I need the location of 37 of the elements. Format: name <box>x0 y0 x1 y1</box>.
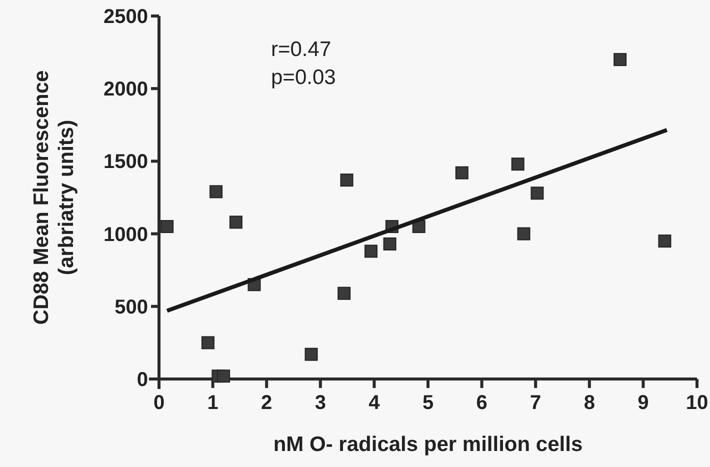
x-tick-label: 6 <box>476 392 488 414</box>
x-tick-label: 1 <box>207 392 218 414</box>
x-tick-label: 0 <box>153 392 165 414</box>
annotation: r=0.47 <box>271 38 332 61</box>
y-tick-label: 2500 <box>104 6 148 28</box>
x-tick-label: 3 <box>314 392 326 414</box>
y-tick-label: 1500 <box>104 151 148 174</box>
annotation: p=0.03 <box>271 66 336 89</box>
point <box>517 227 530 240</box>
point <box>338 286 351 300</box>
point <box>383 237 396 250</box>
point <box>658 234 672 248</box>
y-tick-label: 0 <box>136 369 148 391</box>
point <box>201 336 214 350</box>
point <box>455 166 468 180</box>
x-tick-label: 10 <box>686 392 708 414</box>
x-tick-label: 7 <box>530 392 542 414</box>
point <box>160 220 174 234</box>
point <box>530 186 544 200</box>
x-tick-label: 2 <box>261 392 272 414</box>
x-tick-label: 5 <box>422 392 434 414</box>
y-tick-label: 500 <box>114 296 148 318</box>
point <box>364 244 378 258</box>
point <box>340 174 354 187</box>
point <box>217 370 230 383</box>
point <box>511 158 524 171</box>
point <box>210 185 223 198</box>
x-axis-title: nM O- radicals per million cells <box>273 433 583 456</box>
y-axis-title: CD88 Mean Fluorescence (arbriatry units) <box>30 70 78 325</box>
x-tick-label: 4 <box>368 392 381 414</box>
y-tick-label: 1000 <box>104 224 148 246</box>
point <box>304 348 318 361</box>
point <box>614 53 627 66</box>
y-tick-label: 2000 <box>104 78 148 101</box>
point <box>229 216 242 229</box>
x-tick-label: 9 <box>638 392 649 414</box>
x-tick-label: 8 <box>584 392 595 414</box>
